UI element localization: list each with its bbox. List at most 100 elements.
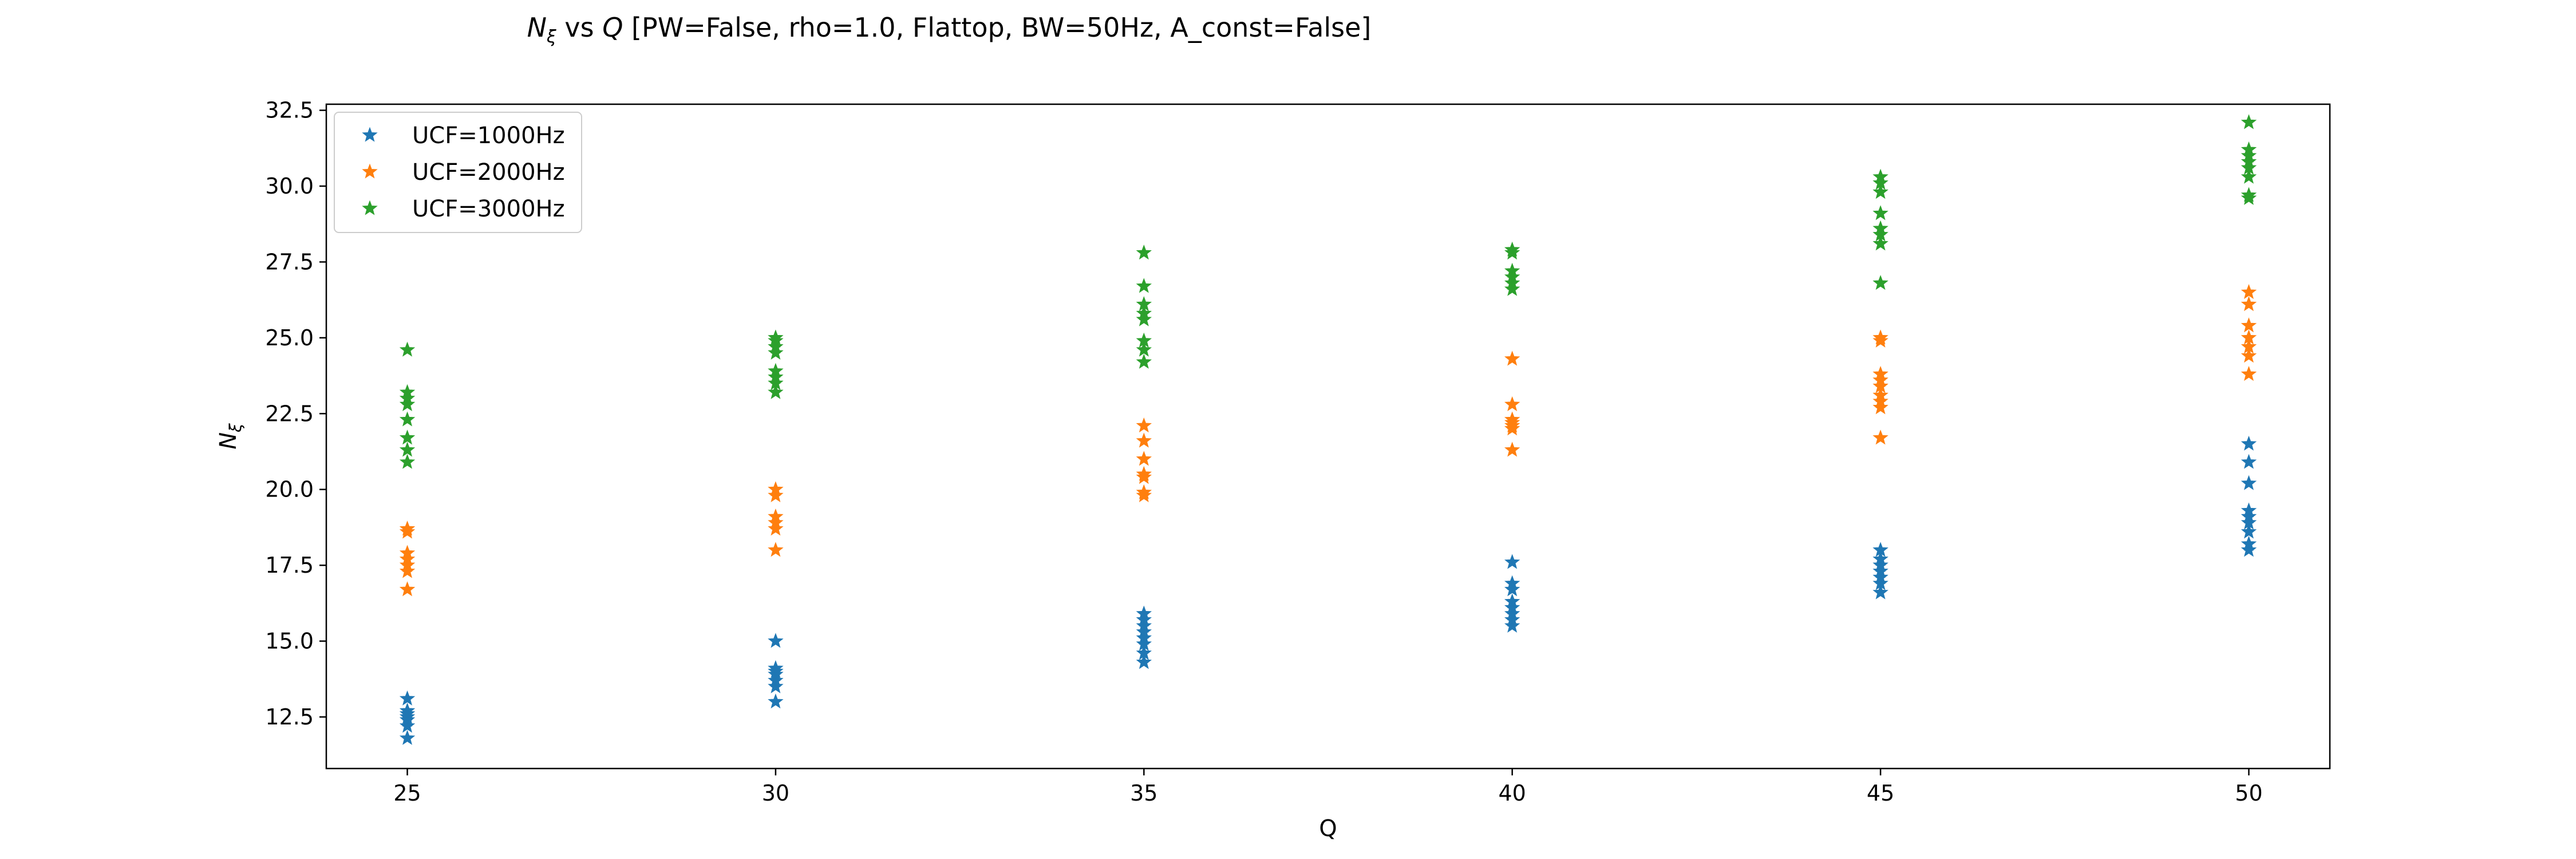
y-tick-label: 20.0 xyxy=(265,477,314,502)
data-point xyxy=(768,633,784,648)
data-point xyxy=(768,660,784,675)
title-prefix: N xyxy=(527,12,547,43)
y-axis: 12.5 15.0 17.5 20.0 22.5 25.0 27.5 30.0 32.5 xyxy=(265,98,326,730)
data-point xyxy=(2241,502,2257,518)
y-axis-label-subscript: ξ xyxy=(226,423,245,433)
data-point xyxy=(2241,283,2257,300)
data-point xyxy=(2241,168,2257,184)
data-point xyxy=(768,508,784,524)
data-point xyxy=(1504,411,1520,427)
data-point xyxy=(399,702,416,718)
data-point xyxy=(768,678,784,693)
y-tick-label: 17.5 xyxy=(265,553,314,578)
data-point xyxy=(2241,508,2257,524)
data-point xyxy=(1504,575,1520,590)
data-point xyxy=(2241,475,2257,490)
data-point xyxy=(2241,114,2257,129)
title-prefix-subscript: ξ xyxy=(546,27,556,47)
legend-label: UCF=1000Hz xyxy=(412,123,565,149)
data-point xyxy=(1504,612,1520,627)
x-tick-label: 25 xyxy=(393,781,421,806)
data-point xyxy=(399,581,416,597)
data-point xyxy=(1872,168,1888,184)
data-point xyxy=(1136,629,1152,645)
data-point xyxy=(1136,432,1152,448)
data-point xyxy=(1504,617,1520,633)
data-point xyxy=(399,563,416,578)
data-point xyxy=(1504,275,1520,290)
data-point xyxy=(1872,393,1888,408)
data-point xyxy=(1872,329,1888,345)
data-point xyxy=(1136,245,1152,260)
data-point xyxy=(399,454,416,469)
data-point xyxy=(1136,612,1152,627)
data-point xyxy=(1504,269,1520,284)
data-point xyxy=(768,521,784,536)
y-tick-label: 12.5 xyxy=(265,704,314,730)
data-point xyxy=(768,338,784,354)
data-point xyxy=(1136,311,1152,326)
data-point xyxy=(1136,341,1152,357)
data-point xyxy=(1872,226,1888,242)
data-point xyxy=(1872,569,1888,584)
data-point xyxy=(1872,205,1888,220)
legend-marker xyxy=(362,127,378,142)
data-point xyxy=(1136,617,1152,633)
data-point xyxy=(1504,241,1520,257)
data-point xyxy=(2241,153,2257,169)
data-point xyxy=(1504,581,1520,597)
data-point xyxy=(399,730,416,745)
data-point xyxy=(1504,605,1520,621)
data-point xyxy=(1504,599,1520,614)
data-point xyxy=(2241,187,2257,202)
data-point xyxy=(1872,575,1888,590)
data-point xyxy=(1136,466,1152,481)
data-point xyxy=(399,384,416,399)
y-tick-label: 27.5 xyxy=(265,249,314,274)
data-point xyxy=(399,390,416,405)
data-point xyxy=(1872,235,1888,251)
data-point xyxy=(1872,220,1888,235)
plot-frame xyxy=(325,103,2331,770)
data-point xyxy=(2241,296,2257,312)
data-point xyxy=(1504,396,1520,412)
y-axis-label: Nξ xyxy=(215,423,245,450)
data-point xyxy=(1136,654,1152,669)
data-point xyxy=(1872,584,1888,600)
data-point xyxy=(399,341,416,357)
data-point xyxy=(1872,542,1888,557)
x-axis-label: Q xyxy=(1319,815,1337,842)
data-point xyxy=(1504,350,1520,366)
data-point xyxy=(1872,366,1888,381)
data-point xyxy=(399,718,416,733)
data-point xyxy=(768,362,784,378)
data-point xyxy=(1872,184,1888,199)
data-point xyxy=(768,344,784,360)
legend-box xyxy=(334,112,582,233)
data-point xyxy=(768,693,784,709)
data-point xyxy=(2241,514,2257,530)
legend-marker xyxy=(362,200,378,215)
data-point xyxy=(2241,348,2257,363)
data-point xyxy=(768,487,784,502)
data-point xyxy=(768,384,784,399)
data-point xyxy=(768,369,784,384)
legend-marker xyxy=(362,163,378,179)
data-point xyxy=(1136,605,1152,621)
data-point xyxy=(768,329,784,345)
title-middle: vs xyxy=(556,12,602,43)
x-tick-label: 45 xyxy=(1867,781,1894,806)
data-point xyxy=(1872,372,1888,387)
y-tick-label: 25.0 xyxy=(265,325,314,350)
data-point xyxy=(1136,417,1152,433)
data-point xyxy=(1504,442,1520,457)
data-point xyxy=(2241,523,2257,539)
data-point xyxy=(2241,366,2257,381)
data-point xyxy=(1136,332,1152,348)
data-point xyxy=(768,514,784,530)
data-point xyxy=(1136,296,1152,312)
data-point xyxy=(1504,554,1520,569)
data-point xyxy=(2241,317,2257,333)
data-point xyxy=(1872,557,1888,572)
